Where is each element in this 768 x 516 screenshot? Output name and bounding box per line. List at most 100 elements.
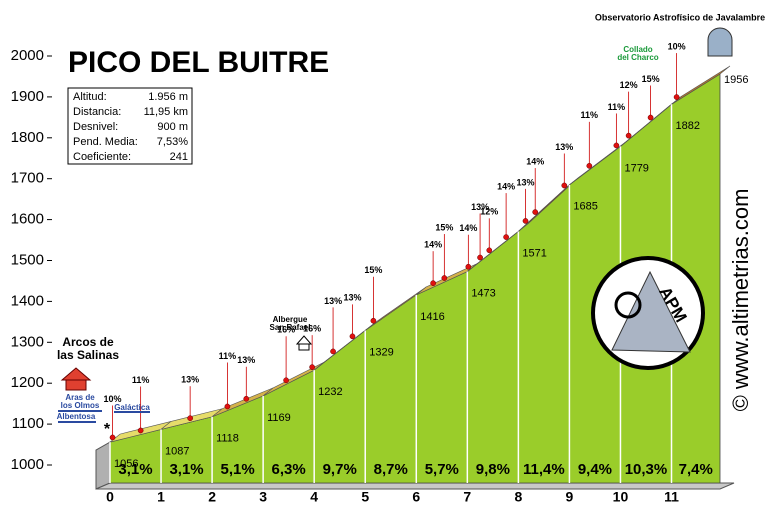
ramp-dot bbox=[625, 132, 632, 139]
elevation-label: 1956 bbox=[724, 74, 748, 86]
ramp-dot bbox=[243, 395, 250, 402]
y-tick-label: 1500 bbox=[11, 251, 44, 268]
x-tick-label: 1 bbox=[157, 489, 165, 505]
profile-segment bbox=[517, 183, 570, 484]
credit: © www.altimetrias.com bbox=[728, 189, 753, 412]
chart-title: PICO DEL BUITRE bbox=[68, 46, 329, 79]
ramp-dot bbox=[349, 333, 356, 340]
info-label: Altitud: bbox=[73, 91, 107, 103]
info-rows: Altitud: 1.956 m Distancia: 11,95 km Desnive… bbox=[73, 91, 188, 163]
ramp-label: 14% bbox=[424, 240, 442, 250]
ramp-dot bbox=[486, 247, 493, 254]
info-value: 1.956 m bbox=[148, 91, 188, 103]
observatory-icon bbox=[707, 27, 733, 57]
ramp-label: 14% bbox=[497, 181, 515, 191]
grade-label: 9,4% bbox=[578, 461, 612, 478]
ramp-dot bbox=[187, 415, 193, 422]
logo: APM bbox=[591, 256, 705, 370]
house-icon bbox=[295, 335, 313, 351]
ramp-label: 12% bbox=[480, 207, 498, 217]
place-label: Collado bbox=[623, 45, 652, 54]
x-tick-label: 8 bbox=[514, 489, 522, 505]
x-tick-label: 4 bbox=[310, 489, 318, 505]
place-label: Albergue bbox=[273, 315, 308, 324]
x-tick-label: 10 bbox=[613, 489, 629, 505]
x-tick-label: 5 bbox=[361, 489, 369, 505]
ramp-label: 15% bbox=[364, 265, 382, 275]
ramp-label: 16% bbox=[303, 324, 321, 334]
grade-label: 10,3% bbox=[625, 461, 668, 478]
place-label: San Rafael bbox=[270, 323, 311, 332]
ramp-label: 13% bbox=[181, 375, 199, 385]
place-label: Observatorio Astrofísico de Javalambre bbox=[595, 12, 765, 22]
info-value: 11,95 km bbox=[144, 106, 188, 118]
ramp-dot bbox=[647, 114, 654, 121]
ramp-label: 13% bbox=[471, 202, 489, 212]
ramp-label: 10% bbox=[668, 41, 686, 51]
y-tick-label: 1400 bbox=[11, 292, 44, 309]
elevation-label: 1169 bbox=[267, 412, 291, 424]
place-label: Galáctica bbox=[114, 403, 150, 412]
info-value: 241 bbox=[170, 151, 188, 163]
profile-base bbox=[95, 482, 735, 490]
y-tick-label: 1700 bbox=[11, 170, 44, 187]
place-label: Arcos de bbox=[62, 335, 114, 349]
ramp-dot bbox=[673, 94, 680, 100]
info-label: Distancia: bbox=[73, 106, 121, 118]
elevation-label: 1779 bbox=[624, 162, 648, 174]
ramp-label: 16% bbox=[277, 325, 295, 335]
elevation-label: 1571 bbox=[522, 247, 546, 259]
ramp-dot bbox=[586, 162, 593, 169]
x-tick-label: 9 bbox=[566, 489, 574, 505]
place-label: los Olmos bbox=[61, 401, 100, 410]
house-icon bbox=[60, 367, 92, 391]
y-tick-label: 2000 bbox=[11, 47, 44, 64]
elevation-label: 1416 bbox=[420, 311, 444, 323]
x-tick-label: 7 bbox=[463, 489, 471, 505]
place-label: del Charco bbox=[617, 53, 658, 62]
ramp-dot bbox=[109, 434, 116, 441]
elevation-label: 1087 bbox=[165, 445, 189, 457]
ramp-dot bbox=[561, 182, 568, 189]
ramp-dot bbox=[465, 263, 472, 270]
info-value: 7,53% bbox=[157, 136, 188, 148]
profile-side bbox=[95, 441, 111, 490]
ramp-dot bbox=[309, 364, 315, 370]
ramp-label: 13% bbox=[343, 293, 361, 303]
ramp-label: 12% bbox=[620, 80, 638, 90]
grade-label: 6,3% bbox=[272, 461, 306, 478]
y-tick-label: 1600 bbox=[11, 211, 44, 228]
ramp-dot bbox=[441, 275, 448, 281]
ramp-label: 13% bbox=[324, 296, 342, 306]
x-tick-label: 2 bbox=[208, 489, 216, 505]
place-label: las Salinas bbox=[57, 348, 119, 362]
y-tick-label: 1100 bbox=[12, 415, 44, 432]
grade-label: 3,1% bbox=[169, 461, 203, 478]
logo-mountain bbox=[611, 270, 691, 353]
x-tick-label: 11 bbox=[664, 489, 679, 505]
ramp-label: 10% bbox=[104, 394, 122, 404]
info-box bbox=[67, 87, 193, 165]
ramp-label: 14% bbox=[459, 223, 477, 233]
y-tick-label: 1900 bbox=[11, 88, 44, 105]
elevation-label: 1232 bbox=[318, 386, 342, 398]
grade-label: 5,7% bbox=[425, 461, 459, 478]
ramp-dot bbox=[532, 209, 539, 215]
info-value: 900 m bbox=[157, 121, 188, 133]
y-tick-label: 1300 bbox=[11, 333, 44, 350]
elevation-label: 1473 bbox=[471, 287, 495, 299]
profile-segment bbox=[415, 270, 468, 484]
ramp-dot bbox=[330, 348, 336, 355]
elevation-label: 1685 bbox=[573, 201, 597, 213]
grade-label: 11,4% bbox=[523, 461, 565, 478]
elevation-label: 1118 bbox=[216, 433, 239, 445]
ramp-dot bbox=[283, 377, 289, 384]
y-tick-label: 1200 bbox=[11, 374, 44, 391]
ramp-label: 11% bbox=[608, 102, 626, 112]
x-tick-label: 3 bbox=[259, 489, 267, 505]
ramp-label: 13% bbox=[237, 355, 255, 365]
x-tick-label: 0 bbox=[106, 489, 114, 505]
elevation-label: 1056 bbox=[114, 458, 138, 470]
logo-wheel bbox=[614, 291, 642, 319]
